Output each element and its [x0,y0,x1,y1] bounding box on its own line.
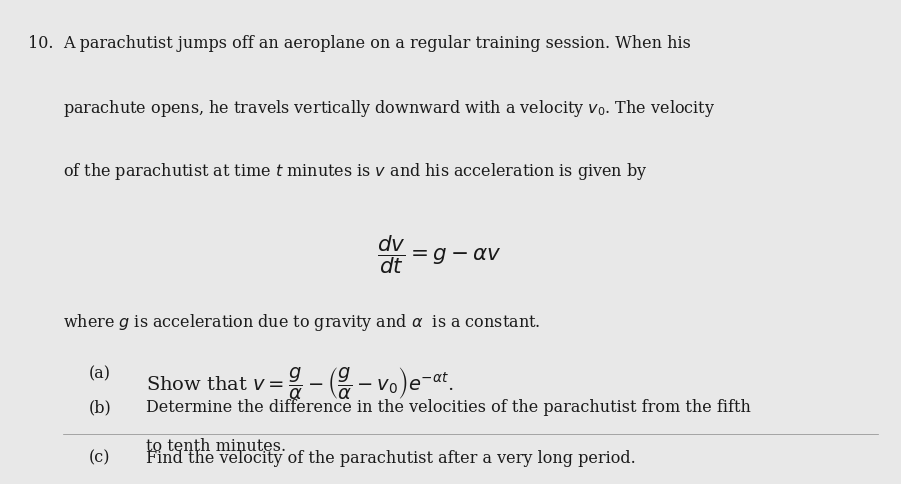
Text: (b): (b) [89,398,112,415]
Text: A parachutist jumps off an aeroplane on a regular training session. When his: A parachutist jumps off an aeroplane on … [63,35,690,52]
Text: where $g$ is acceleration due to gravity and $\alpha$  is a constant.: where $g$ is acceleration due to gravity… [63,312,540,333]
Text: (a): (a) [89,365,111,382]
Text: (c): (c) [89,449,111,466]
Text: Find the velocity of the parachutist after a very long period.: Find the velocity of the parachutist aft… [146,449,636,466]
Text: 10.: 10. [28,35,53,52]
Text: of the parachutist at time $t$ minutes is $v$ and his acceleration is given by: of the parachutist at time $t$ minutes i… [63,160,647,181]
Text: Show that $v = \dfrac{g}{\alpha} - \left(\dfrac{g}{\alpha} - v_0\right)e^{-\alph: Show that $v = \dfrac{g}{\alpha} - \left… [146,365,454,401]
Text: Determine the difference in the velocities of the parachutist from the fifth: Determine the difference in the velociti… [146,398,751,415]
Text: $\dfrac{dv}{dt} = g - \alpha v$: $\dfrac{dv}{dt} = g - \alpha v$ [378,232,502,275]
Text: parachute opens, he travels vertically downward with a velocity $v_0$. The veloc: parachute opens, he travels vertically d… [63,98,715,119]
Text: to tenth minutes.: to tenth minutes. [146,437,287,454]
